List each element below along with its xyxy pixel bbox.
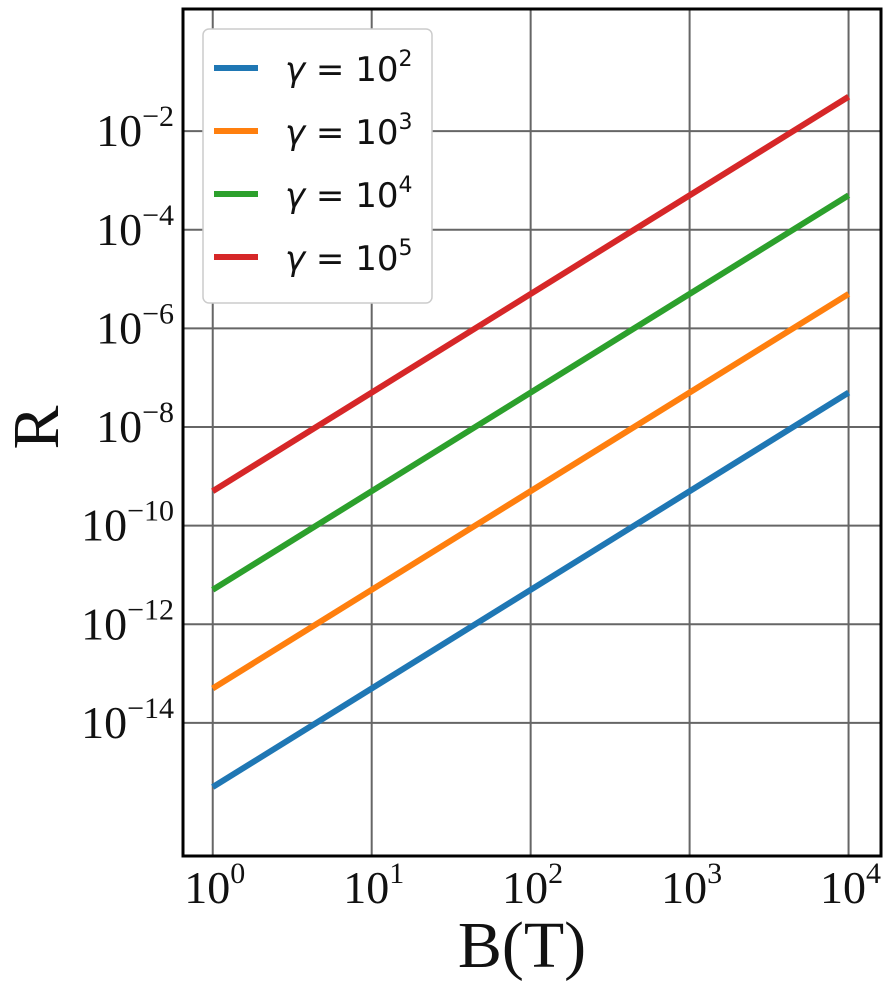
- x-axis-title: B(T): [458, 909, 586, 982]
- x-tick-label: 101: [343, 857, 404, 913]
- plot-frame: [181, 7, 883, 858]
- y-tick-exponent: −4: [142, 199, 174, 232]
- series-lines: [211, 94, 851, 790]
- x-tick-label: 100: [184, 857, 245, 913]
- legend-entry: γ = 102: [285, 47, 413, 90]
- x-tick-base: 10: [343, 862, 389, 913]
- legend-box: [202, 28, 433, 304]
- x-tick-label: 104: [820, 857, 881, 913]
- x-tick-exponent: 1: [389, 857, 404, 890]
- y-tick-base: 10: [81, 697, 127, 748]
- y-tick-label: 10−8: [96, 396, 174, 452]
- y-tick-exponent: −6: [142, 297, 174, 330]
- legend-variable: γ: [285, 239, 307, 279]
- y-tick-exponent: −12: [127, 593, 174, 626]
- y-tick-exponent: −2: [142, 100, 174, 133]
- y-tick-exponent: −8: [142, 396, 174, 429]
- x-tick-label: 102: [502, 857, 563, 913]
- y-tick-label: 10−6: [96, 297, 174, 353]
- x-tick-label: 103: [661, 857, 722, 913]
- x-tick-base: 10: [184, 862, 230, 913]
- y-tick-label: 10−14: [81, 692, 174, 748]
- legend-exponent: 5: [399, 236, 413, 261]
- series-line: [211, 291, 851, 691]
- y-tick-label: 10−12: [81, 593, 174, 649]
- y-tick-exponent: −14: [127, 692, 174, 725]
- y-tick-base: 10: [96, 105, 142, 156]
- legend-variable: γ: [285, 113, 307, 153]
- y-tick-base: 10: [81, 500, 127, 551]
- y-axis-title: R: [0, 405, 73, 449]
- legend-variable: γ: [285, 50, 307, 90]
- y-tick-exponent: −10: [127, 495, 174, 528]
- legend-variable: γ: [285, 176, 307, 216]
- series-line: [211, 390, 851, 790]
- legend-entry: γ = 103: [285, 110, 413, 153]
- y-tick-label: 10−4: [96, 199, 174, 255]
- y-tick-label: 10−10: [81, 495, 174, 551]
- x-tick-base: 10: [502, 862, 548, 913]
- x-tick-exponent: 4: [866, 857, 881, 890]
- legend-exponent: 4: [399, 173, 413, 198]
- legend-equals: = 10: [305, 176, 398, 216]
- y-tick-label: 10−2: [96, 100, 174, 156]
- x-tick-exponent: 2: [548, 857, 563, 890]
- series-line: [211, 94, 851, 494]
- legend-equals: = 10: [305, 113, 398, 153]
- legend-exponent: 2: [399, 47, 413, 72]
- series-line: [211, 192, 851, 593]
- legend-entry: γ = 105: [285, 236, 413, 279]
- x-tick-base: 10: [661, 862, 707, 913]
- legend-equals: = 10: [305, 50, 398, 90]
- y-tick-base: 10: [81, 598, 127, 649]
- y-tick-base: 10: [96, 302, 142, 353]
- y-tick-base: 10: [96, 401, 142, 452]
- x-tick-base: 10: [820, 862, 866, 913]
- x-tick-exponent: 0: [230, 857, 245, 890]
- legend-equals: = 10: [305, 239, 398, 279]
- x-tick-exponent: 3: [707, 857, 722, 890]
- y-tick-base: 10: [96, 204, 142, 255]
- x-axis-ticks: 100 101 102 103 104: [184, 857, 881, 913]
- legend-exponent: 3: [399, 110, 413, 135]
- legend-entry: γ = 104: [285, 173, 413, 216]
